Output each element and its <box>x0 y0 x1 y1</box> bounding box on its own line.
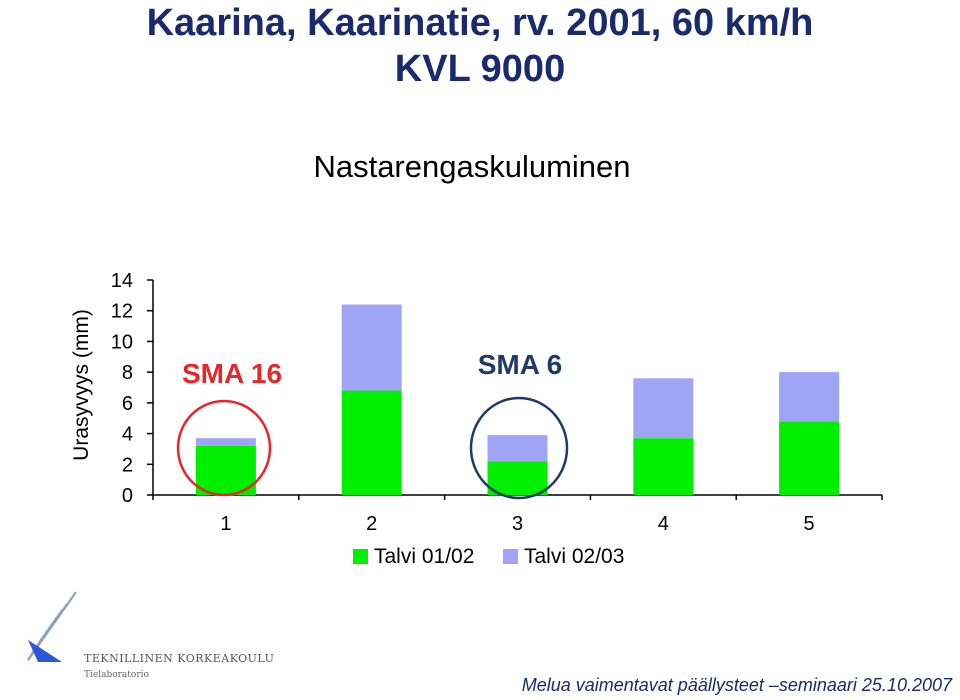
x-tick-label: 1 <box>220 513 231 535</box>
slide-title: Kaarina, Kaarinatie, rv. 2001, 60 km/h K… <box>0 0 960 92</box>
legend-swatch-1 <box>353 549 368 564</box>
annotation-ellipse-1 <box>176 399 272 497</box>
annotation-label-1: SMA 16 <box>182 358 282 389</box>
footer-text: Melua vaimentavat päällysteet –seminaari… <box>521 675 952 695</box>
bar-2-1 <box>195 438 256 446</box>
slide-title-line-2: KVL 9000 <box>394 48 566 90</box>
x-tick-label: 4 <box>658 513 669 535</box>
x-tick-label: 3 <box>512 513 523 535</box>
y-tick-label: 4 <box>122 424 133 446</box>
logo-university-name: TEKNILLINEN KORKEAKOULU <box>84 652 274 665</box>
logo-unit-name: Tielaboratorio <box>84 670 149 680</box>
bar-1-1 <box>195 445 256 495</box>
x-tick-label: 5 <box>804 513 815 535</box>
legend-label-1: Talvi 01/02 <box>374 545 474 568</box>
bar-2-4 <box>633 378 694 439</box>
annotation-label-2: SMA 6 <box>478 349 563 380</box>
university-logo: TEKNILLINEN KORKEAKOULU Tielaboratorio <box>27 591 274 680</box>
y-tick-label: 2 <box>122 454 133 476</box>
bar-2-3 <box>487 435 548 462</box>
annotations: SMA 16 SMA 6 <box>176 349 569 500</box>
legend-label-2: Talvi 02/03 <box>524 545 624 568</box>
legend: Talvi 01/02 Talvi 02/03 <box>353 545 624 568</box>
y-axis-label: Urasyvyys (mm) <box>70 309 93 461</box>
bar-1-5 <box>779 421 840 495</box>
bar-1-2 <box>341 390 402 495</box>
y-tick-label: 6 <box>122 393 133 415</box>
y-tick-label: 14 <box>111 270 133 292</box>
stacked-bar-chart: Nastarengaskuluminen Urasyvyys (mm) 0 2 4 6… <box>70 149 883 568</box>
chart-title: Nastarengaskuluminen <box>313 149 630 184</box>
logo-fan-icon <box>27 591 77 662</box>
y-tick-label: 8 <box>122 362 133 384</box>
x-tick-label: 2 <box>366 513 377 535</box>
annotation-ellipse-2 <box>469 396 569 500</box>
bar-1-4 <box>633 438 694 495</box>
slide-title-line-1: Kaarina, Kaarinatie, rv. 2001, 60 km/h <box>146 2 814 44</box>
y-tick-label: 10 <box>111 331 133 353</box>
legend-swatch-2 <box>503 549 518 564</box>
y-tick-label: 12 <box>111 301 133 323</box>
bar-2-2 <box>341 304 402 391</box>
y-tick-label: 0 <box>122 485 133 507</box>
bar-1-3 <box>487 461 548 495</box>
bar-2-5 <box>779 372 840 422</box>
